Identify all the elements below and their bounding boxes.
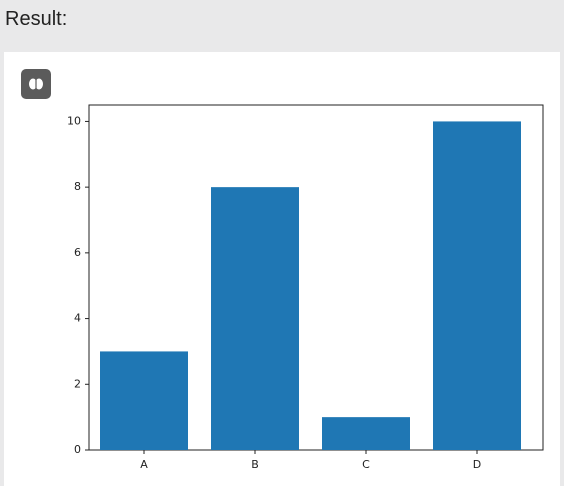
x-tick-label: D <box>473 458 481 471</box>
bar <box>100 351 188 450</box>
bar <box>211 187 299 450</box>
y-tick-label: 2 <box>74 377 81 390</box>
y-tick-label: 0 <box>74 443 81 456</box>
y-tick-label: 4 <box>74 312 81 325</box>
bar <box>322 417 410 450</box>
x-tick-label: A <box>140 458 148 471</box>
bar <box>433 121 521 450</box>
brain-icon-right <box>35 78 43 90</box>
x-tick-label: C <box>362 458 370 471</box>
brain-icon-left <box>29 78 37 90</box>
header: Result: <box>0 0 564 52</box>
header-title: Result: <box>5 8 68 30</box>
y-tick-label: 10 <box>67 114 81 127</box>
brain-button[interactable] <box>21 69 51 99</box>
y-tick-label: 8 <box>74 180 81 193</box>
plot-frame <box>88 104 544 451</box>
y-tick-label: 6 <box>74 246 81 259</box>
x-tick-label: B <box>251 458 259 471</box>
